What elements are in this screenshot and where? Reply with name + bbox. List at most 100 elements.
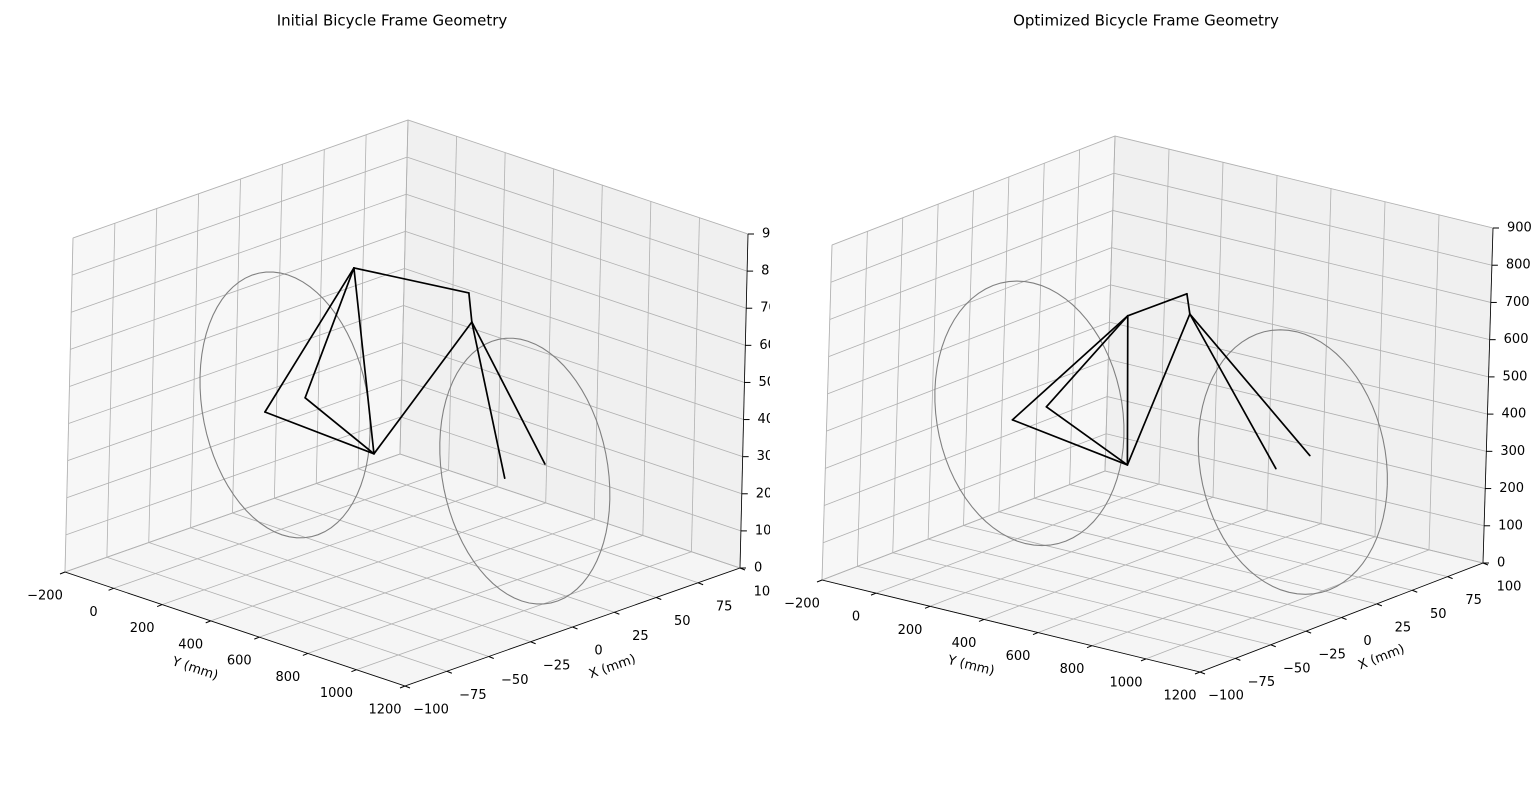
grid-line bbox=[69, 268, 405, 387]
grid-line bbox=[927, 204, 939, 540]
grid-line bbox=[106, 556, 448, 672]
z-tick-label: 400 bbox=[758, 412, 783, 427]
grid-line bbox=[406, 193, 747, 309]
tick-mark bbox=[404, 685, 411, 689]
tick-mark bbox=[816, 579, 823, 583]
tick-mark bbox=[1140, 658, 1147, 662]
y-tick-label: 400 bbox=[952, 636, 977, 651]
y-axis-label: Y (mm) bbox=[945, 653, 996, 679]
grid-line bbox=[1212, 162, 1224, 498]
z-tick-label: 600 bbox=[759, 338, 784, 353]
x-tick-label: −50 bbox=[1283, 661, 1310, 676]
grid-line bbox=[1033, 163, 1045, 499]
frame-tube bbox=[1126, 292, 1188, 317]
frame-tube bbox=[470, 321, 506, 480]
tick-mark bbox=[656, 597, 662, 600]
frame-tube bbox=[264, 411, 375, 455]
y-tick-label: 800 bbox=[1060, 662, 1085, 677]
grid-line bbox=[963, 525, 1342, 618]
grid-line bbox=[148, 542, 489, 657]
grid-line bbox=[1111, 247, 1490, 341]
tick-mark bbox=[1032, 632, 1039, 636]
tick-mark bbox=[1199, 671, 1206, 675]
grid-line bbox=[1112, 210, 1491, 303]
y-tick-label: 1200 bbox=[1163, 689, 1196, 704]
y-axis-line bbox=[64, 571, 406, 687]
grid-line bbox=[642, 201, 652, 536]
frame-tube bbox=[1011, 314, 1129, 421]
frame-tube bbox=[1188, 313, 1311, 457]
y-tick-label: 0 bbox=[852, 610, 860, 625]
grid-line bbox=[1108, 358, 1487, 452]
frame-tube bbox=[1186, 292, 1191, 315]
grid-line bbox=[273, 164, 283, 499]
tick-mark bbox=[205, 620, 211, 624]
frame-tube bbox=[1011, 419, 1129, 466]
y-axis-label: Y (mm) bbox=[169, 654, 220, 684]
grid-line bbox=[892, 552, 1271, 646]
grid-line bbox=[1104, 470, 1484, 564]
grid-line bbox=[357, 468, 699, 584]
grid-line bbox=[448, 136, 457, 471]
z-tick-label: 700 bbox=[1505, 295, 1530, 310]
x-tick-label: −75 bbox=[459, 688, 486, 703]
y-axis-line bbox=[821, 579, 1201, 673]
grid-line bbox=[928, 538, 1307, 632]
y-tick-label: 0 bbox=[89, 605, 97, 620]
tick-mark bbox=[351, 669, 357, 673]
z-tick-label: 300 bbox=[757, 449, 782, 464]
grid-line bbox=[830, 172, 1115, 283]
frame-tube bbox=[264, 267, 355, 413]
x-tick-label: −100 bbox=[1208, 689, 1244, 704]
grid-line bbox=[998, 176, 1010, 512]
tick-mark bbox=[1447, 576, 1453, 580]
y-tick-label: 1000 bbox=[1109, 675, 1142, 690]
grid-line bbox=[691, 217, 700, 552]
z-tick-label: 800 bbox=[1506, 258, 1531, 273]
frame-tube bbox=[1045, 314, 1129, 408]
grid-line bbox=[72, 119, 409, 239]
x-tick-label: 75 bbox=[716, 599, 733, 614]
z-tick-label: 400 bbox=[1501, 407, 1526, 422]
grid-line bbox=[406, 156, 748, 272]
z-tick-label: 900 bbox=[762, 227, 787, 242]
frame-tube bbox=[1188, 313, 1277, 470]
grid-line bbox=[66, 379, 402, 499]
grid-line bbox=[190, 193, 200, 528]
x-tick-label: −100 bbox=[413, 703, 449, 718]
x-tick-label: 100 bbox=[754, 585, 779, 600]
x-tick-label: 50 bbox=[674, 614, 691, 629]
grid-line bbox=[400, 416, 742, 532]
grid-line bbox=[826, 321, 1110, 432]
grid-line bbox=[316, 483, 657, 598]
x-tick-label: 50 bbox=[1430, 607, 1447, 622]
z-axis-line bbox=[739, 233, 749, 569]
tick-mark bbox=[870, 592, 877, 596]
grid-line bbox=[1069, 149, 1081, 485]
x-tick-label: 25 bbox=[632, 629, 649, 644]
grid-line bbox=[1374, 201, 1386, 537]
x-tick-label: −25 bbox=[1318, 648, 1345, 663]
tick-mark bbox=[302, 652, 309, 656]
grid-line bbox=[1114, 135, 1494, 229]
grid-line bbox=[1034, 497, 1413, 591]
wheel bbox=[439, 337, 611, 605]
chart-title: Optimized Bicycle Frame Geometry bbox=[1013, 12, 1279, 30]
frame-tube bbox=[304, 396, 375, 455]
grid-line bbox=[64, 453, 401, 573]
tick-mark bbox=[1235, 657, 1241, 661]
tick-mark bbox=[108, 587, 114, 591]
z-tick-label: 0 bbox=[754, 561, 762, 576]
frame-tube bbox=[470, 321, 546, 465]
grid-line bbox=[357, 134, 367, 469]
grid-line bbox=[827, 284, 1111, 395]
y-tick-label: −200 bbox=[784, 597, 820, 612]
grid-line bbox=[1104, 135, 1116, 472]
grid-line bbox=[593, 185, 603, 520]
frame-tube bbox=[304, 267, 355, 399]
z-tick-label: 100 bbox=[755, 523, 780, 538]
tick-mark bbox=[697, 582, 704, 586]
grid-line bbox=[824, 396, 1108, 506]
z-tick-label: 500 bbox=[758, 375, 783, 390]
grid-line bbox=[1428, 214, 1440, 550]
